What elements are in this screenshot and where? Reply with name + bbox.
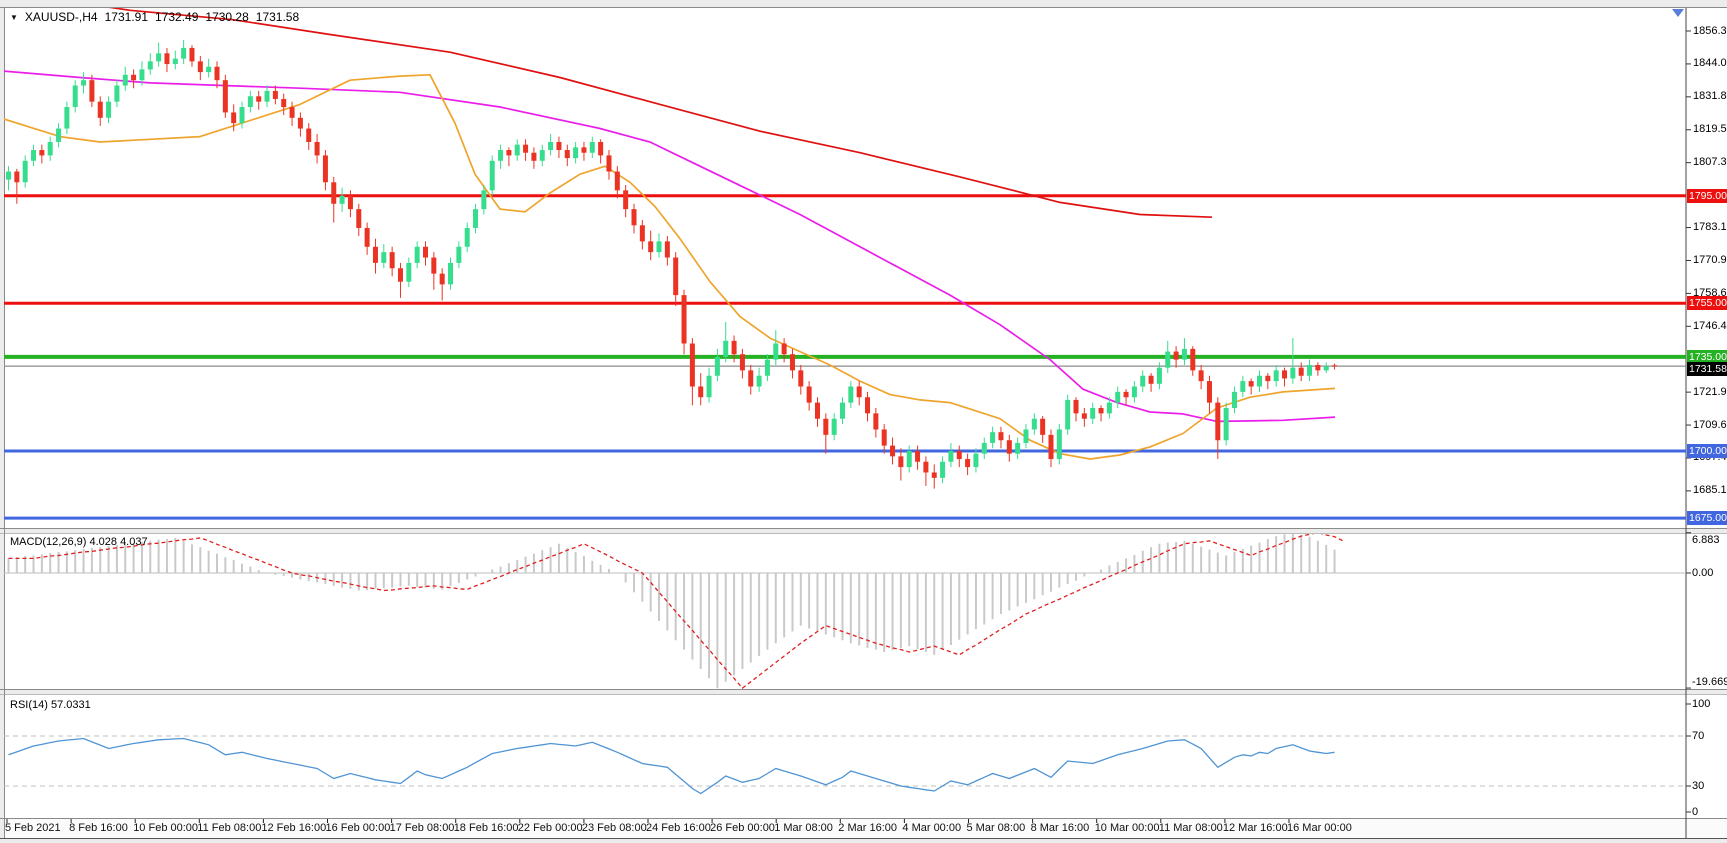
ma-orange-fast xyxy=(4,73,1336,460)
price-badge-1795.00: 1795.00 xyxy=(1687,188,1727,203)
price-scale-tick: 1807.30 xyxy=(1693,156,1727,169)
time-axis-label: 8 Mar 16:00 xyxy=(1030,822,1090,834)
ohlc-open: 1731.91 xyxy=(104,10,148,24)
rsi-panel[interactable] xyxy=(4,735,1686,795)
time-axis-label: 26 Feb 00:00 xyxy=(710,822,775,834)
price-scale-tick: 1783.15 xyxy=(1693,221,1727,234)
rsi-panel-bg xyxy=(4,695,1727,818)
time-axis-label: 24 Feb 16:00 xyxy=(646,822,711,834)
main-chart[interactable] xyxy=(0,0,1686,520)
time-axis-label: 16 Feb 00:00 xyxy=(325,822,391,834)
time-axis-label: 2 Mar 16:00 xyxy=(838,822,897,834)
macd-scale-tick: -19.669 xyxy=(1692,675,1727,688)
macd-panel-bg xyxy=(4,534,1727,689)
macd-indicator-label: MACD(12,26,9) 4.028 4.037 xyxy=(10,536,148,548)
time-axis-label: 5 Feb 2021 xyxy=(5,822,61,834)
price-scale-tick: 1709.65 xyxy=(1693,418,1727,431)
time-axis-label: 23 Feb 08:00 xyxy=(581,822,647,834)
time-axis-label: 16 Mar 00:00 xyxy=(1287,822,1352,834)
time-axis-label: 1 Mar 08:00 xyxy=(774,822,833,834)
price-scale-tick: 1685.15 xyxy=(1693,484,1727,497)
rsi-scale-tick: 70 xyxy=(1692,729,1705,742)
time-axis-label: 22 Feb 00:00 xyxy=(517,822,583,834)
rsi-line xyxy=(8,737,1335,795)
time-axis-label: 18 Feb 16:00 xyxy=(453,822,519,834)
price-scale-tick: 1844.05 xyxy=(1693,57,1727,70)
macd-values: 4.028 4.037 xyxy=(89,536,148,548)
time-axis-label: 10 Mar 00:00 xyxy=(1094,822,1160,834)
price-badge-1735.00: 1735.00 xyxy=(1687,349,1727,364)
ma-magenta-medium xyxy=(4,70,1336,423)
price-scale-tick: 1721.90 xyxy=(1693,385,1727,398)
macd-signal-line xyxy=(8,534,1344,689)
current-price-badge: 1731.58 xyxy=(1687,362,1727,377)
time-axis-label: 8 Feb 16:00 xyxy=(69,822,128,834)
candles xyxy=(6,39,1338,489)
symbol-dropdown-icon[interactable]: ▼ xyxy=(10,12,18,22)
price-badge-1755.00: 1755.00 xyxy=(1687,296,1727,311)
ohlc-close: 1731.58 xyxy=(255,10,300,24)
rsi-scale-tick: 0 xyxy=(1692,805,1699,818)
main-panel-bg xyxy=(4,8,1727,528)
time-axis-label: 5 Mar 08:00 xyxy=(966,822,1026,834)
time-axis-bg xyxy=(4,819,1727,838)
macd-scale-tick: 6.883 xyxy=(1692,533,1720,546)
symbol-period-label: XAUUSD-,H4 xyxy=(24,10,98,24)
rsi-indicator-label: RSI(14) 57.0331 xyxy=(10,699,91,711)
macd-panel[interactable] xyxy=(4,533,1686,689)
time-axis-label: 11 Feb 08:00 xyxy=(197,822,262,834)
price-scale-tick: 1831.80 xyxy=(1693,90,1727,103)
macd-scale-tick: 0.00 xyxy=(1692,566,1714,579)
time-axis-label: 4 Mar 00:00 xyxy=(902,822,962,834)
price-scale-tick: 1746.40 xyxy=(1693,319,1727,332)
ohlc-low: 1730.28 xyxy=(205,10,249,24)
ma-red-slow xyxy=(108,8,1213,219)
rsi-scale-tick: 30 xyxy=(1692,779,1705,792)
time-axis-label: 10 Feb 00:00 xyxy=(133,822,199,834)
time-axis-label: 11 Mar 08:00 xyxy=(1158,822,1223,834)
rsi-scale-tick: 100 xyxy=(1692,697,1711,710)
time-axis-label: 17 Feb 08:00 xyxy=(389,822,455,834)
ohlc-high: 1732.49 xyxy=(155,10,199,24)
price-scale-tick: 1856.30 xyxy=(1693,24,1727,37)
price-badge-1675.00: 1675.00 xyxy=(1687,511,1727,526)
rsi-value: 57.0331 xyxy=(50,699,91,711)
price-scale-tick: 1770.90 xyxy=(1693,253,1727,266)
time-axis-label: 12 Feb 16:00 xyxy=(261,822,327,834)
chart-shift-marker xyxy=(1672,9,1684,17)
price-badge-1700.00: 1700.00 xyxy=(1687,443,1727,458)
price-scale-tick: 1819.55 xyxy=(1693,123,1727,136)
chart-title-bar: ▼ XAUUSD-,H4 1731.91 1732.49 1730.28 173… xyxy=(10,10,299,24)
price-scale-tick: 1758.65 xyxy=(1693,286,1727,299)
time-axis-label: 12 Mar 16:00 xyxy=(1222,822,1288,834)
